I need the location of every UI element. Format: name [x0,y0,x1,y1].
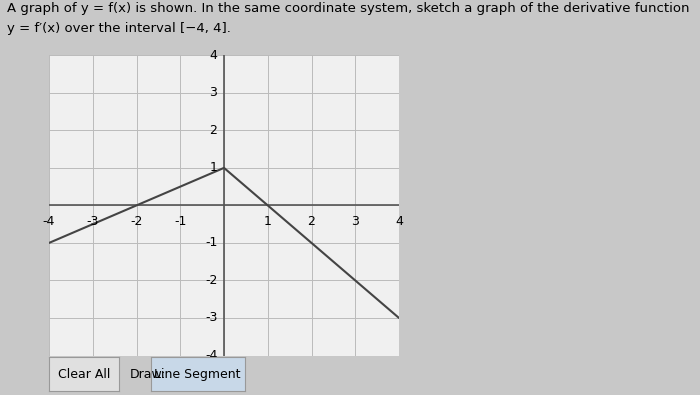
Text: -3: -3 [87,215,99,228]
Text: 1: 1 [264,215,272,228]
Text: 4: 4 [395,215,403,228]
Text: Draw:: Draw: [130,368,166,381]
Text: -1: -1 [205,237,218,249]
Text: 1: 1 [209,162,218,174]
Text: -1: -1 [174,215,186,228]
Text: Clear All: Clear All [58,368,110,381]
Text: 2: 2 [209,124,218,137]
Text: 3: 3 [351,215,359,228]
Text: 2: 2 [307,215,316,228]
Text: -4: -4 [205,349,218,362]
Text: y = f′(x) over the interval [−4, 4].: y = f′(x) over the interval [−4, 4]. [7,22,231,35]
Text: Line Segment: Line Segment [155,368,241,381]
Text: -3: -3 [205,312,218,324]
Text: -4: -4 [43,215,55,228]
Text: -2: -2 [205,274,218,287]
Text: 3: 3 [209,87,218,99]
Text: 4: 4 [209,49,218,62]
Text: -2: -2 [130,215,143,228]
Text: A graph of y = f(x) is shown. In the same coordinate system, sketch a graph of t: A graph of y = f(x) is shown. In the sam… [7,2,690,15]
